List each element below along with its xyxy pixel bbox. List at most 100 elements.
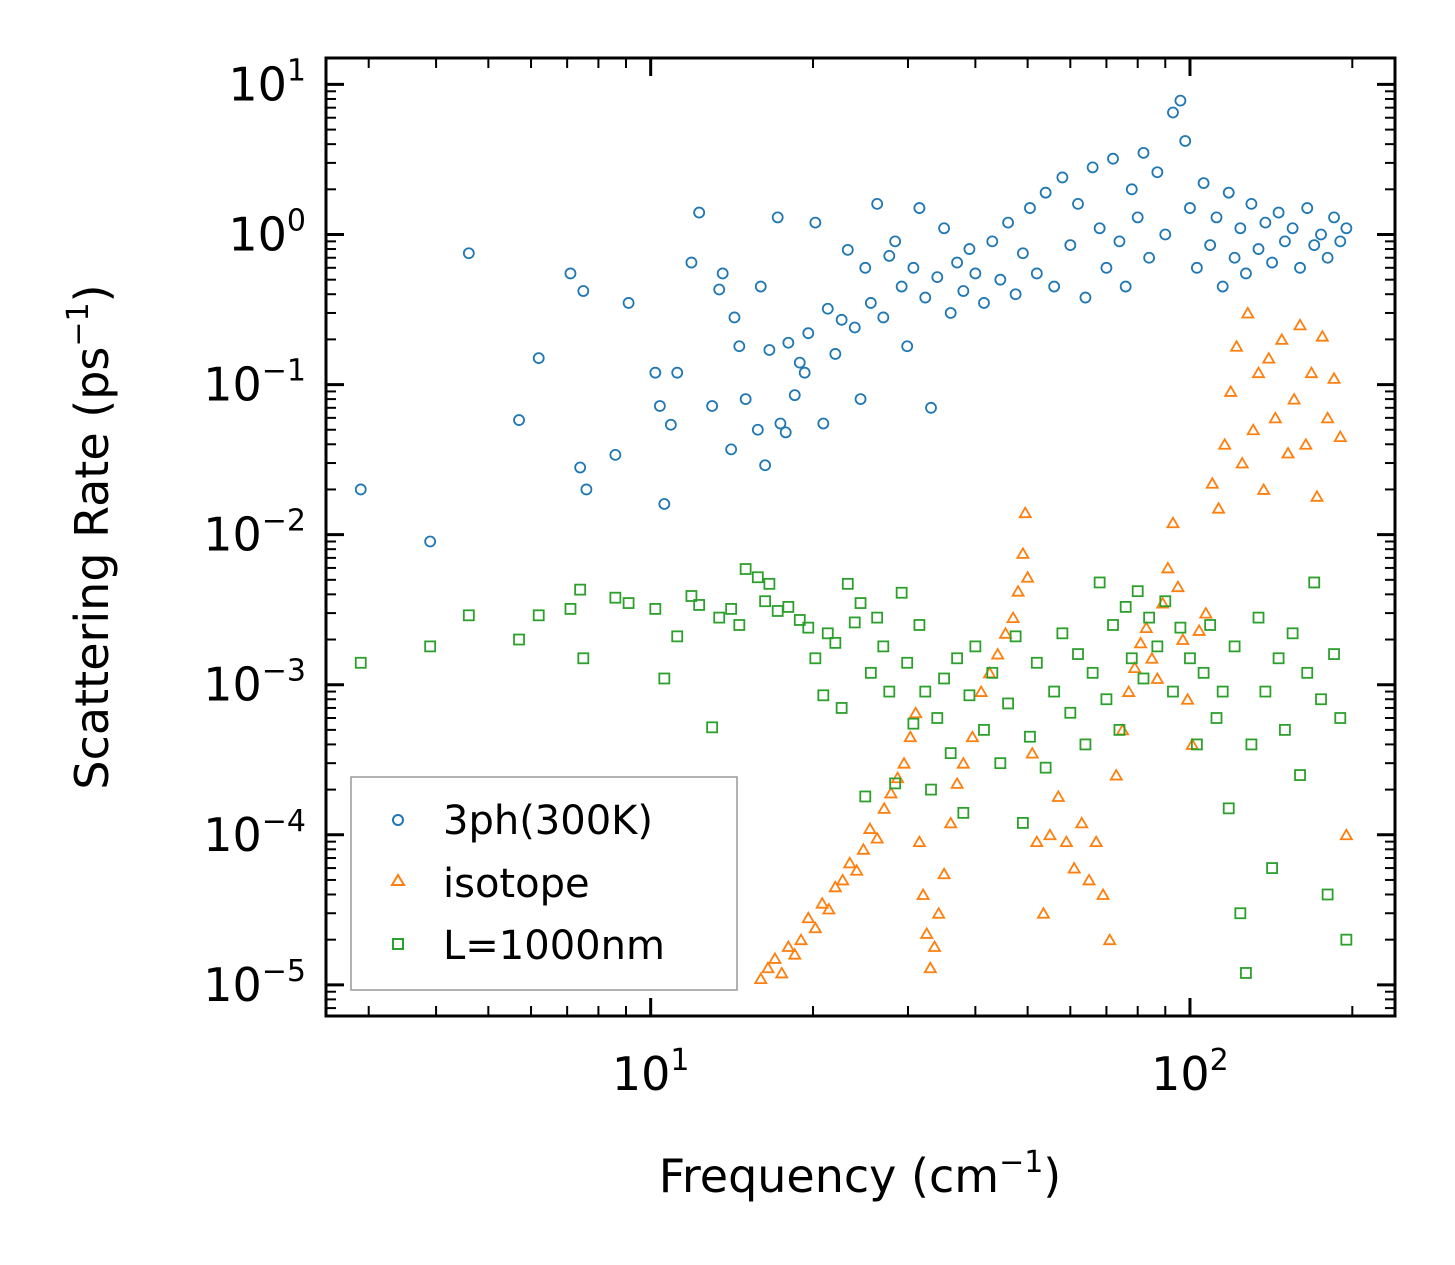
data-point [733,619,746,631]
data-point [1192,623,1207,636]
data-point [1252,611,1265,624]
data-point [1294,769,1306,781]
data-point [1016,816,1029,829]
data-point [1298,437,1313,450]
data-point [1119,600,1132,613]
plot-frame [324,56,1397,1018]
data-point [870,831,885,844]
data-point [1072,197,1084,210]
data-point [462,609,475,622]
data-point [1259,216,1272,229]
data-point [963,243,976,255]
data-point [802,327,815,340]
data-point [1279,235,1291,248]
data-point [574,583,587,596]
data-point [779,426,792,439]
data-point [609,591,622,604]
data-point [817,689,830,702]
data-point [1016,247,1029,260]
data-point [877,311,890,324]
data-point [1315,693,1327,706]
data-point [854,393,867,406]
data-point [1131,585,1144,598]
data-point [801,910,816,924]
data-point [963,689,976,702]
data-point [1024,202,1036,214]
data-point [751,571,764,584]
data-point [986,235,999,248]
data-point [1042,827,1058,841]
data-point [1205,476,1220,489]
data-point [974,684,989,697]
y-tick-label: 101 [228,53,306,111]
data-point [1328,211,1340,224]
data-point [1279,723,1291,736]
data-point [1151,166,1164,179]
data-point [1334,235,1347,248]
data-point [1127,660,1142,674]
data-point [763,344,776,356]
series-1 [753,306,1354,985]
data-point [788,389,801,402]
data-point [1025,746,1040,759]
data-point [1089,834,1104,848]
data-point [754,280,767,293]
data-point [1339,827,1354,841]
data-point [802,621,815,634]
data-point [1326,371,1342,384]
data-point [1229,339,1244,352]
data-point [532,609,545,622]
data-point [580,483,593,496]
data-point [774,966,789,979]
data-point [969,640,982,653]
data-point [1151,640,1164,653]
data-point [622,297,635,309]
data-point [1197,177,1210,190]
y-axis-label: Scattering Rate (ps−1) [61,284,119,789]
data-point [1036,906,1051,919]
data-point [693,599,706,611]
data-point [513,414,525,426]
tick-layer [326,58,1395,1016]
data-point [1320,411,1335,424]
data-point [944,747,957,760]
data-point [937,866,952,880]
data-point [815,896,830,909]
data-point [1216,685,1229,698]
data-point [835,702,848,714]
tick-label-layer: 101 102 101 100 10−1 10−2 10−3 10−4 10−5 [203,53,1229,1101]
data-point [1107,152,1119,165]
data-point [1020,570,1035,583]
data-point [883,250,896,262]
data-point [978,297,990,309]
data-point [1174,621,1187,634]
data-point [1204,619,1217,631]
data-point [883,685,896,698]
data-point [577,652,590,665]
data-point [1150,671,1165,684]
data-point [771,211,784,224]
data-point [759,459,772,472]
data-point [649,366,662,379]
data-point [1056,171,1069,184]
data-point [1280,446,1296,459]
data-point [1340,933,1353,946]
data-point [957,285,970,297]
data-point [1048,280,1061,293]
data-point [957,806,970,819]
y-tick-label: 10−4 [203,804,306,862]
data-point [871,197,884,210]
data-point [564,602,577,615]
legend-marker-isotope [390,873,406,886]
data-point [1048,685,1061,698]
data-point [1246,422,1261,436]
data-point [793,614,806,626]
y-axis-label-sup: −1 [61,302,96,346]
data-point [685,256,698,269]
data-point [1301,666,1314,679]
data-point [781,939,796,952]
data-point [1144,651,1159,664]
data-point [725,602,738,615]
data-point [649,602,662,615]
